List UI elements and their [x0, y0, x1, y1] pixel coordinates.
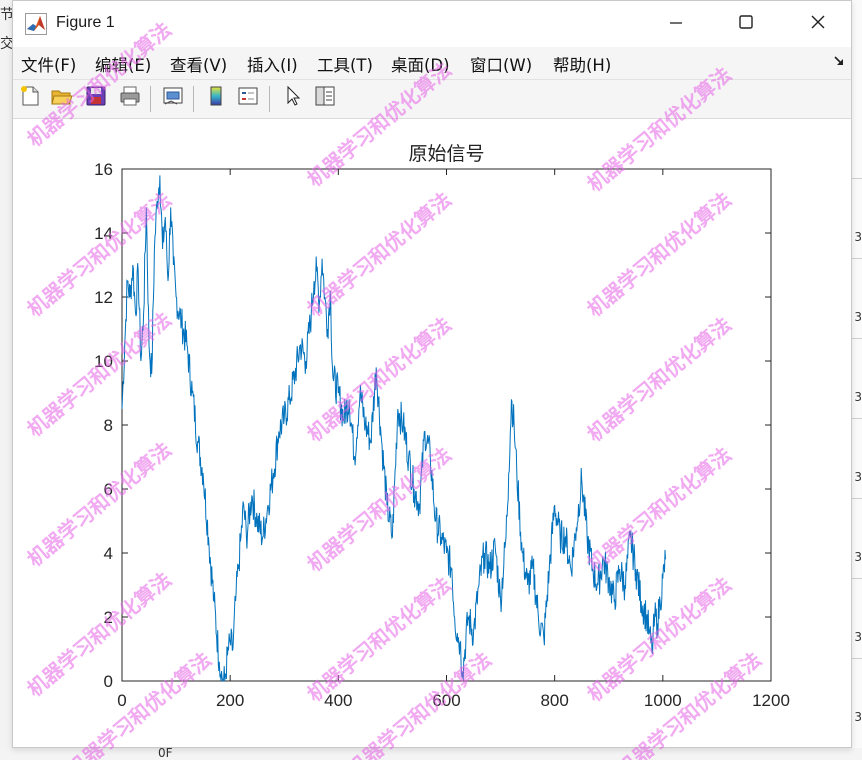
toolbar-separator — [269, 86, 270, 112]
chart-title: 原始信号 — [408, 143, 484, 165]
print-button[interactable] — [116, 84, 144, 112]
background-number: 3 — [854, 390, 862, 404]
menu-edit[interactable]: 编辑(E) — [95, 56, 152, 75]
x-tick-label: 200 — [216, 691, 244, 710]
x-tick-label: 0 — [117, 691, 126, 710]
background-glyph: 交 — [0, 36, 14, 52]
minimize-icon — [669, 15, 683, 34]
signal-series-line — [121, 175, 666, 682]
x-tick-label: 600 — [432, 691, 460, 710]
open-file-icon — [50, 84, 74, 112]
close-button[interactable] — [795, 9, 841, 39]
y-tick-label: 10 — [94, 352, 113, 371]
toolbar-separator — [150, 86, 151, 112]
close-icon — [810, 14, 826, 34]
link-plot-button[interactable] — [159, 84, 187, 112]
background-bottom-text: 0F — [158, 746, 173, 760]
window-title: Figure 1 — [56, 14, 115, 31]
menu-tools[interactable]: 工具(T) — [317, 56, 373, 75]
property-inspector-button[interactable] — [311, 84, 339, 112]
background-number: 3 — [854, 470, 862, 484]
background-app-right-edge: 3 3 3 3 3 3 3 — [852, 0, 862, 760]
y-tick-label: 12 — [94, 288, 113, 307]
maximize-icon — [738, 14, 754, 34]
background-app-bottom: 0F — [0, 746, 862, 760]
y-tick-label: 16 — [94, 160, 113, 179]
legend-button[interactable] — [234, 84, 262, 112]
new-figure-button[interactable] — [16, 84, 44, 112]
background-glyph: 节 — [0, 7, 14, 23]
y-tick-label: 0 — [104, 672, 113, 691]
matlab-logo-icon — [25, 13, 47, 35]
figure-window: Figure 1 文件(F) 编辑(E) 查看(V) 插入(I) 工具(T) 桌… — [12, 0, 852, 748]
dock-figure-icon[interactable] — [833, 55, 845, 71]
menu-bar: 文件(F) 编辑(E) 查看(V) 插入(I) 工具(T) 桌面(D) 窗口(W… — [13, 47, 851, 80]
figure-canvas[interactable]: 原始信号 0 200 400 600 800 1000 1200 0 2 4 6 8 10 12 14 16 — [13, 119, 851, 747]
menu-view[interactable]: 查看(V) — [170, 56, 228, 75]
y-tick-label: 4 — [104, 544, 113, 563]
x-tick-label: 1000 — [644, 691, 682, 710]
toolbar — [13, 80, 851, 119]
pointer-icon — [281, 84, 305, 112]
menu-window[interactable]: 窗口(W) — [470, 56, 533, 75]
menu-file[interactable]: 文件(F) — [21, 56, 77, 75]
link-plot-icon — [161, 84, 185, 112]
new-figure-icon — [18, 84, 42, 112]
line-plot: 原始信号 0 200 400 600 800 1000 1200 0 2 4 6 8 10 12 14 16 — [94, 143, 790, 710]
property-inspector-icon — [313, 84, 337, 112]
menu-insert[interactable]: 插入(I) — [247, 56, 298, 75]
maximize-button[interactable] — [723, 9, 769, 39]
print-icon — [118, 84, 142, 112]
colorbar-button[interactable] — [202, 84, 230, 112]
x-tick-label: 1200 — [752, 691, 790, 710]
colorbar-icon — [204, 84, 228, 112]
y-tick-label: 6 — [104, 480, 113, 499]
save-button[interactable] — [82, 84, 110, 112]
plot-axes-box — [121, 168, 772, 682]
background-number: 3 — [854, 230, 862, 244]
background-number: 3 — [854, 310, 862, 324]
y-tick-label: 2 — [104, 608, 113, 627]
save-icon — [84, 84, 108, 112]
menu-desktop[interactable]: 桌面(D) — [391, 56, 450, 75]
edit-plot-button[interactable] — [279, 84, 307, 112]
open-file-button[interactable] — [48, 84, 76, 112]
background-number: 3 — [854, 550, 862, 564]
y-tick-label: 8 — [104, 416, 113, 435]
legend-icon — [236, 84, 260, 112]
minimize-button[interactable] — [653, 9, 699, 39]
background-number: 3 — [854, 710, 862, 724]
x-tick-label: 400 — [324, 691, 352, 710]
background-number: 3 — [854, 630, 862, 644]
toolbar-separator — [193, 86, 194, 112]
menu-help[interactable]: 帮助(H) — [553, 56, 612, 75]
x-tick-label: 800 — [540, 691, 568, 710]
y-tick-label: 14 — [94, 224, 113, 243]
title-bar[interactable]: Figure 1 — [13, 1, 851, 47]
